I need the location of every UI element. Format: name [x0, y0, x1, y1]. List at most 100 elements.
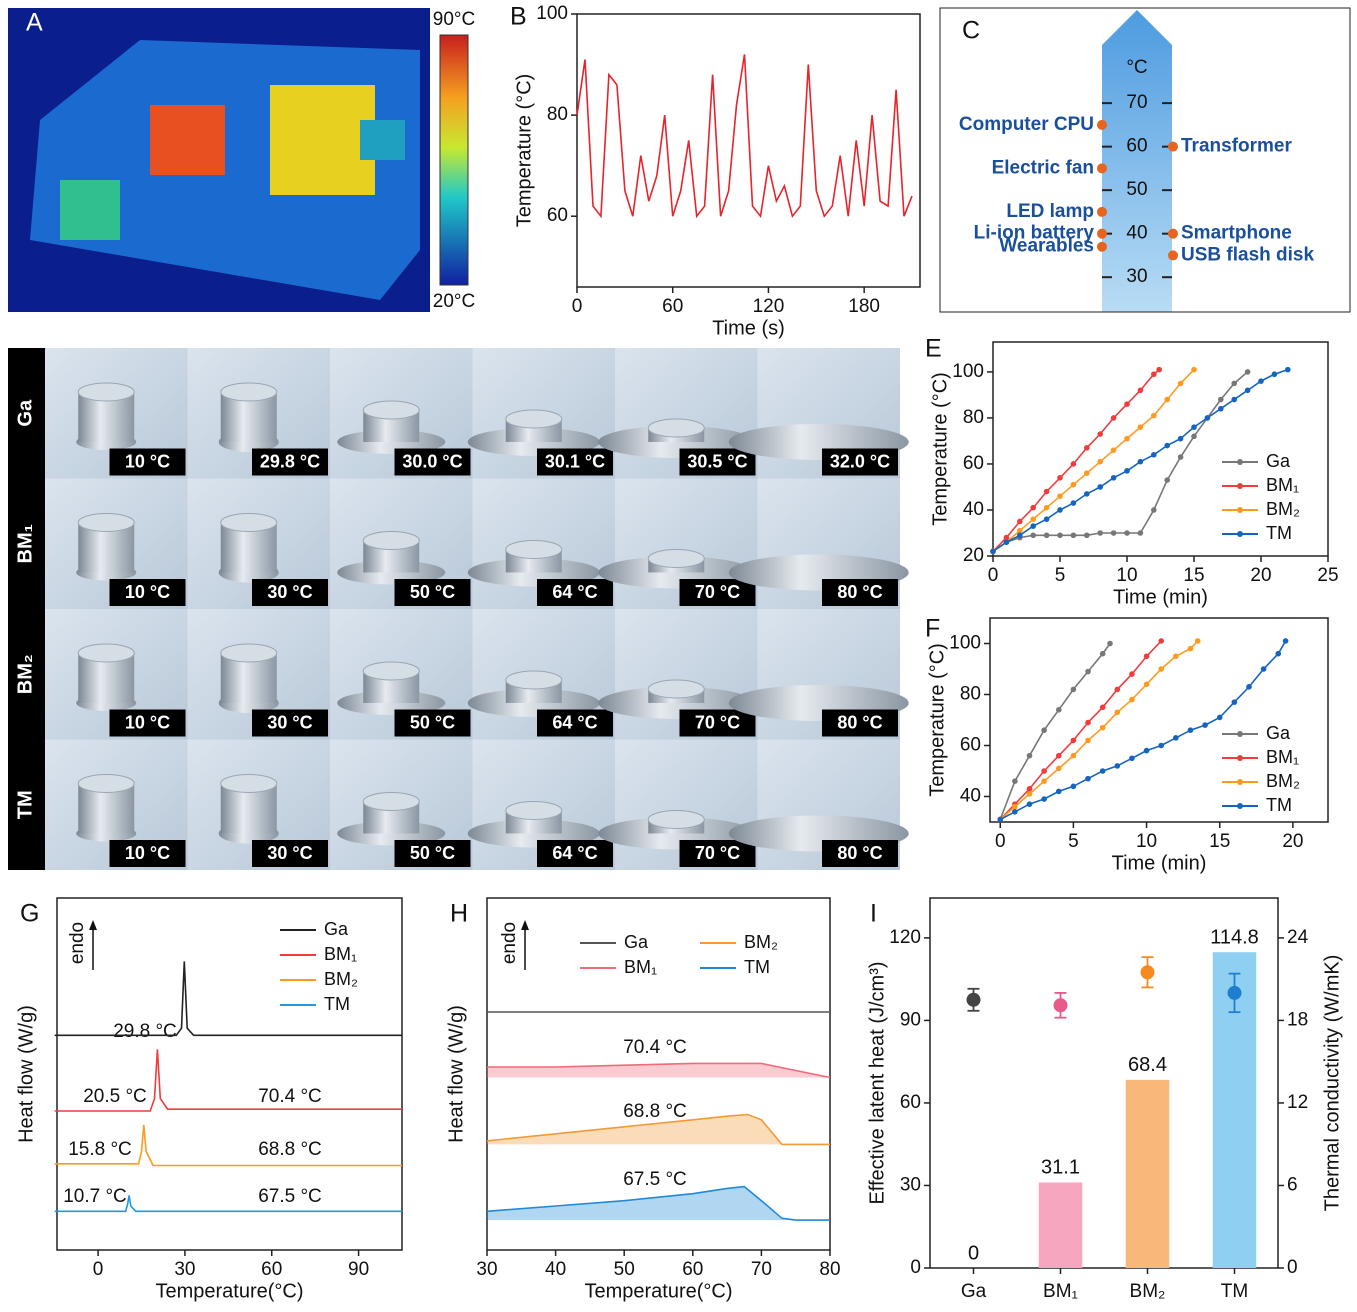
temp-label: 64 °C [552, 712, 597, 732]
plot-frame [56, 897, 403, 1251]
sample-top [362, 400, 420, 420]
point [1057, 474, 1063, 481]
y2-tick-label: 12 [1287, 1092, 1308, 1113]
point [1191, 433, 1197, 440]
row-label: BM₂ [14, 654, 36, 694]
temp-label: 10 °C [125, 582, 170, 602]
legend-label: BM₁ [1266, 475, 1299, 495]
point [1260, 666, 1267, 672]
x-tick-label: Ga [961, 1281, 987, 1302]
point [1003, 534, 1010, 541]
plot-frame [576, 13, 921, 288]
device-label: Smartphone [1181, 223, 1292, 244]
point [1107, 640, 1113, 647]
panel-label: I [870, 900, 877, 928]
temp-tag [679, 709, 756, 737]
point [1158, 666, 1164, 672]
temp-tag [679, 840, 756, 867]
sample-top [77, 512, 135, 532]
point [1187, 645, 1194, 652]
point [1275, 650, 1282, 657]
device-label: USB flash disk [1181, 244, 1314, 265]
device-label: Computer CPU [959, 114, 1094, 135]
point [1173, 735, 1179, 741]
x-tick-label: 40 [545, 1259, 566, 1280]
x-tick-label: 10 [1116, 565, 1137, 586]
point [1114, 709, 1121, 716]
point [1137, 387, 1144, 394]
y-tick-label: 80 [960, 684, 981, 705]
x-tick-label: 80 [819, 1259, 840, 1280]
y-tick-label: 100 [952, 361, 984, 382]
conductivity-point [1053, 998, 1068, 1013]
point [1173, 653, 1179, 660]
device-dot [1097, 228, 1107, 239]
y-axis-label: Effective latent heat (J/cm³) [866, 961, 888, 1204]
point [1043, 504, 1050, 511]
row-label-strip [8, 348, 45, 870]
point [1099, 650, 1106, 657]
series-line [576, 54, 913, 219]
point [1156, 366, 1162, 373]
sample-top [647, 418, 705, 438]
temp-label: 30.5 °C [687, 451, 747, 471]
temp-label: 30.0 °C [402, 451, 462, 471]
point [1012, 803, 1018, 810]
point [990, 548, 996, 555]
x-tick-label: 25 [1317, 565, 1338, 586]
point [1070, 783, 1077, 790]
temp-label: 10 °C [125, 712, 170, 732]
colorbar-label: 20°C [433, 291, 475, 312]
series-line [54, 1124, 402, 1167]
point [1137, 424, 1144, 430]
point [1026, 791, 1033, 797]
row-label: TM [14, 790, 36, 819]
point [1097, 431, 1103, 437]
value-label: 31.1 [1041, 1157, 1080, 1179]
x-tick-label: 5 [1068, 831, 1079, 852]
x-tick-label: 60 [662, 296, 683, 317]
point [1070, 481, 1077, 488]
point [1110, 530, 1117, 536]
sample-top [362, 530, 420, 550]
bar [1038, 1182, 1083, 1268]
panel-label: H [450, 900, 468, 928]
y2-axis-label: Thermal conductivity (W/mK) [1321, 955, 1343, 1212]
legend-label: BM₁ [324, 944, 357, 964]
annotation: 10.7 °C [63, 1186, 127, 1207]
y-tick-label: 100 [536, 3, 568, 24]
conductivity-point [1140, 965, 1155, 980]
legend-label: BM₁ [624, 957, 657, 977]
point [1202, 722, 1208, 728]
y-tick-label: 60 [960, 735, 981, 756]
annotation: 70.4 °C [258, 1086, 322, 1107]
panel-label: E [925, 335, 942, 363]
point [1084, 445, 1090, 451]
series-line [999, 640, 1162, 821]
x-tick-label: 20 [1282, 831, 1303, 852]
point [1187, 727, 1194, 733]
point [1057, 532, 1063, 539]
legend-marker [1237, 531, 1243, 537]
temp-tag [537, 840, 613, 867]
point [1085, 719, 1091, 726]
point [1151, 412, 1157, 419]
scale-tick-label: 70 [1126, 92, 1147, 113]
point [1110, 415, 1117, 421]
bar [1125, 1079, 1170, 1268]
legend-label: BM₂ [1266, 499, 1300, 519]
series-line [487, 1062, 831, 1079]
point [1084, 532, 1090, 539]
conductivity-point [1227, 985, 1242, 1000]
temp-label: 10 °C [125, 451, 170, 471]
point [1204, 415, 1211, 421]
series-line [54, 1195, 402, 1213]
area-fill [487, 1186, 830, 1221]
scale-tick-label: 30 [1126, 266, 1147, 287]
point [1055, 765, 1062, 772]
series-line [54, 1049, 402, 1112]
sample-top [505, 539, 563, 559]
point [1137, 458, 1144, 465]
point [1012, 809, 1018, 815]
